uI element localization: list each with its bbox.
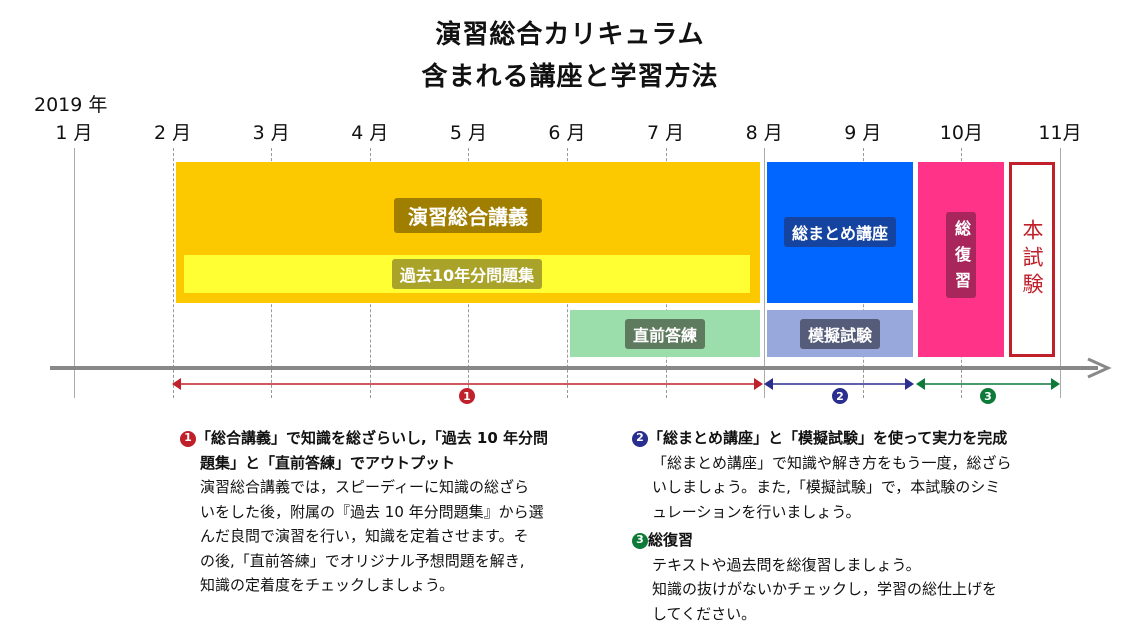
month-label: 3 月: [252, 122, 290, 144]
month-gridline: [1060, 148, 1061, 398]
section-1-body-line: 知識の定着度をチェックしましょう。: [200, 576, 455, 594]
month-label: 8 月: [745, 122, 783, 144]
section-1-number: 1: [180, 430, 196, 447]
section-3-body-line: テキストや過去問を総復習しましょう。: [652, 555, 921, 574]
section-1-body-line: いをした後，附属の『過去 10 年分問題集』から選: [200, 502, 544, 521]
bar-review: 総復習: [918, 162, 1004, 357]
month-gridline: [172, 148, 174, 398]
month-label: 5 月: [449, 122, 487, 144]
bar-exam: 本試験: [1009, 162, 1055, 357]
bar-past-exams: 過去10年分問題集: [184, 255, 750, 293]
month-gridline: [764, 148, 766, 398]
section-3-body-line: してください。: [652, 604, 757, 623]
section-1-heading-cont: 題集」と「直前答練」でアウトプット: [200, 453, 456, 472]
bar-main-lecture-label: 演習総合講義: [394, 198, 542, 233]
bar-chokuzen: 直前答練: [570, 310, 760, 357]
phase-1-arrow: [172, 378, 763, 390]
section-1-heading: 「総合講義」で知識を総ざらいし,「過去 10 年分問: [196, 429, 549, 447]
section-2-heading: 「総まとめ講座」と「模擬試験」を使って実力を完成: [648, 429, 1008, 447]
section-1-body-line: 演習総合講義では，スピーディーに知識の総ざら: [200, 478, 529, 496]
section-2: 2 「総まとめ講座」と「模擬試験」を使って実力を完成 「総まとめ講座」で知識や解き…: [632, 426, 1112, 626]
title-line-1: 演習総合カリキュラム: [435, 20, 705, 50]
phase-2-arrow: [764, 378, 914, 390]
phase-1-number: 1: [459, 388, 475, 404]
section-1-body-line: の後,「直前答練」でオリジナル予想問題を解き,: [200, 551, 525, 570]
section-3-number: 3: [632, 532, 648, 549]
bar-review-label: 総復習: [946, 212, 976, 298]
bar-past-exams-label: 過去10年分問題集: [391, 259, 543, 289]
phase-3-arrow: [916, 378, 1060, 390]
bar-mock: 模擬試験: [767, 310, 913, 357]
month-label: 1 月: [55, 122, 93, 144]
month-label: 6 月: [548, 122, 586, 144]
month-label: 4 月: [351, 122, 389, 144]
section-1-body-line: んだ良問で演習を行い，知識を定着させます。そ: [200, 527, 529, 545]
month-label: 2 月: [154, 122, 192, 144]
section-3-heading: 総復習: [648, 531, 694, 549]
bar-summary-label: 総まとめ講座: [783, 217, 896, 247]
phase-2-number: 2: [832, 388, 848, 404]
month-label: 7 月: [647, 122, 685, 144]
phase-3-number: 3: [980, 388, 996, 404]
bar-chokuzen-label: 直前答練: [624, 318, 705, 349]
section-2-body-line: ュレーションを行いましょう。: [652, 502, 861, 521]
year-label: 2019 年: [34, 94, 108, 116]
month-gridline: [74, 148, 75, 398]
section-3-body-line: 知識の抜けがないかチェックし，学習の総仕上げを: [652, 580, 998, 598]
timeline-axis: [50, 357, 1112, 390]
month-label: 11月: [1038, 122, 1082, 144]
section-2-number: 2: [632, 430, 648, 447]
month-label: 10月: [939, 122, 983, 144]
bar-mock-label: 模擬試験: [799, 318, 880, 349]
section-2-body-line: いしましょう。また,「模擬試験」で，本試験のシミ: [652, 478, 1001, 496]
bar-summary: 総まとめ講座: [767, 162, 913, 303]
section-2-body-line: 「総まとめ講座」で知識や解き方をもう一度，総ざら: [652, 453, 1012, 472]
section-1: 1 「総合講義」で知識を総ざらいし,「過去 10 年分問 題集」と「直前答練」でア…: [180, 426, 600, 598]
month-label: 9 月: [844, 122, 882, 144]
bar-exam-label: 本試験: [1020, 219, 1044, 300]
axis-arrowhead: [1087, 357, 1112, 379]
title-line-2: 含まれる講座と学習方法: [421, 62, 719, 92]
